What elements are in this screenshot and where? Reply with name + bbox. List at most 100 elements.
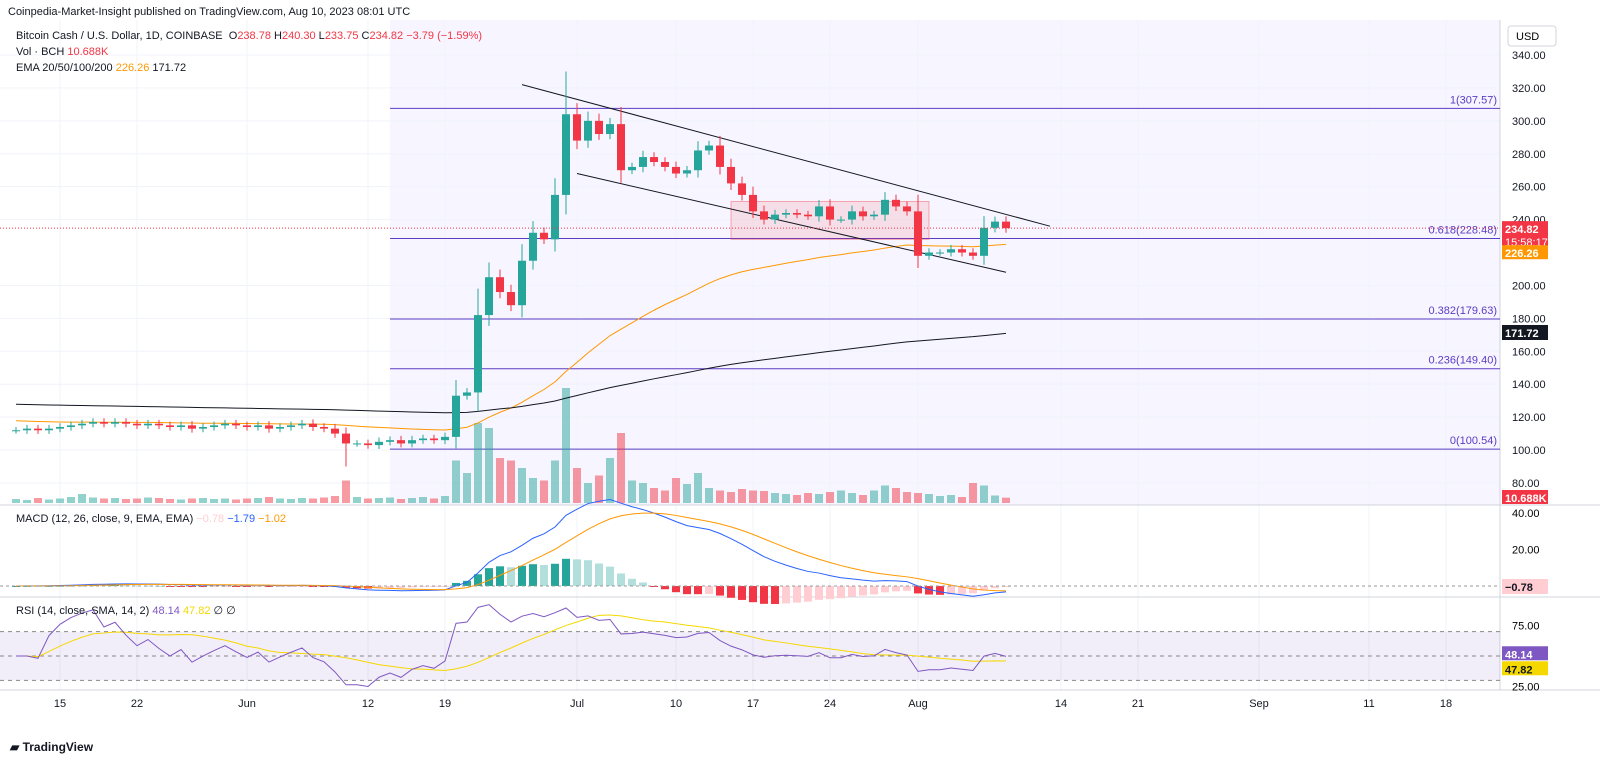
x-tick-label: 10: [670, 698, 682, 710]
volume-bar: [331, 496, 339, 503]
volume-bar: [78, 494, 86, 503]
volume-bar: [298, 498, 306, 503]
candle-body: [353, 443, 361, 445]
candle-body: [155, 423, 163, 426]
macd-hist-bar: [771, 586, 779, 604]
volume-bar: [562, 388, 570, 503]
x-tick-label: 12: [362, 698, 374, 710]
macd-hist-bar: [672, 586, 680, 593]
rsi-legend: RSI (14, close, SMA, 14, 2) 48.14 47.82 …: [16, 604, 236, 617]
macd-hist-bar: [496, 566, 504, 586]
close-value: 234.82: [369, 30, 404, 42]
candle-body: [650, 157, 658, 162]
candle-body: [958, 249, 966, 253]
x-tick-label: 18: [1440, 698, 1452, 710]
fib-label: 0.618(228.48): [1429, 225, 1498, 237]
candle-body: [694, 150, 702, 171]
macd-hist-bar: [727, 586, 735, 598]
candle-body: [441, 436, 449, 441]
macd-hist-bar: [694, 586, 702, 595]
tradingview-logo: ▰ TradingView: [10, 740, 94, 754]
rsi-ma-value: 47.82: [182, 605, 211, 617]
volume-bar: [859, 495, 867, 503]
macd-signal-line: [15, 512, 1007, 592]
volume-bar: [980, 485, 988, 503]
candle-body: [683, 170, 691, 174]
volume-bar: [342, 480, 350, 503]
volume-bar: [188, 498, 196, 503]
macd-hist-bar: [716, 586, 724, 596]
candle-body: [23, 428, 31, 431]
volume-bar: [804, 493, 812, 503]
volume-bar: [364, 498, 372, 503]
currency-label: USD: [1516, 31, 1539, 43]
y-tick-label: 140.00: [1512, 379, 1546, 391]
logo-icon: ▰: [10, 740, 23, 754]
x-tick-label: 14: [1055, 698, 1067, 710]
candle-body: [749, 194, 757, 212]
macd-hist-bar: [210, 586, 218, 587]
candle-body: [892, 199, 900, 207]
macd-hist-bar: [133, 585, 141, 587]
candle-body: [463, 392, 471, 396]
volume-bar: [309, 498, 317, 503]
macd-hist-bar: [573, 559, 581, 586]
volume-bar: [892, 488, 900, 503]
rsi-badge: 48.14: [1505, 649, 1533, 661]
volume-bar: [650, 488, 658, 503]
macd-badge: −0.78: [1505, 582, 1533, 594]
candle-body: [485, 277, 493, 316]
macd-hist-bar: [199, 586, 207, 587]
candle-body: [947, 249, 955, 253]
channel-lower-line: [576, 173, 1007, 273]
channel-upper-line: [521, 84, 1051, 227]
candle-body: [177, 425, 185, 427]
rsi-ma-badge-bg: [1502, 661, 1548, 676]
volume-bar: [991, 495, 999, 503]
x-tick-label: Jun: [238, 698, 256, 710]
last-price-badge-bg: [1502, 221, 1548, 250]
candle-body: [738, 183, 746, 195]
candle-body: [276, 426, 284, 429]
volume-badge-bg: [1502, 490, 1548, 504]
macd-hist-bar: [342, 586, 350, 588]
volume-bar: [441, 496, 449, 503]
macd-hist-bar: [529, 564, 537, 586]
ema2-value: 171.72: [152, 62, 187, 74]
volume-bar: [89, 497, 97, 503]
change-value: −3.79 (−1.59%): [406, 30, 483, 42]
currency-button[interactable]: [1507, 25, 1557, 47]
rsi-ma-badge: 47.82: [1505, 664, 1533, 676]
volume-bar: [969, 483, 977, 503]
volume-bar: [771, 493, 779, 503]
macd-hist-bar: [562, 558, 570, 586]
volume-bar: [694, 473, 702, 503]
candle-body: [408, 440, 416, 444]
macd-hist-bar: [595, 563, 603, 586]
candle-body: [364, 443, 372, 446]
y-tick-label: 200.00: [1512, 280, 1546, 292]
volume-bar: [507, 460, 515, 503]
candle-body: [133, 423, 141, 426]
volume-bar: [705, 488, 713, 503]
volume-bar: [749, 490, 757, 503]
volume-bar: [1002, 497, 1010, 503]
symbol-name: Bitcoin Cash / U.S. Dollar, 1D, COINBASE: [16, 30, 223, 42]
y-tick-label: 280.00: [1512, 149, 1546, 161]
macd-hist-bar: [859, 586, 867, 596]
y-tick-label: 160.00: [1512, 346, 1546, 358]
volume-bar: [540, 480, 548, 503]
x-tick-label: Aug: [908, 698, 928, 710]
candle-body: [672, 166, 680, 174]
open-value: 238.78: [237, 30, 271, 42]
ema-label: EMA 20/50/100/200: [16, 62, 113, 74]
macd-hist-bar: [760, 586, 768, 604]
vol-value: 10.688K: [67, 46, 109, 58]
symbol-legend: Bitcoin Cash / U.S. Dollar, 1D, COINBASE…: [16, 30, 483, 42]
volume-bar: [122, 499, 130, 503]
volume-legend: Vol · BCH 10.688K: [16, 46, 108, 58]
volume-bar: [496, 458, 504, 503]
x-tick-label: 24: [824, 698, 836, 710]
candle-body: [298, 423, 306, 426]
